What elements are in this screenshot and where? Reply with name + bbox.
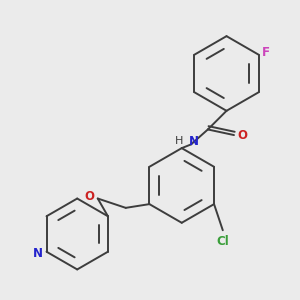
Text: H: H — [175, 136, 183, 146]
Text: N: N — [33, 247, 43, 260]
Text: O: O — [237, 129, 247, 142]
Text: F: F — [262, 46, 270, 59]
Text: O: O — [84, 190, 94, 203]
Text: N: N — [189, 135, 199, 148]
Text: Cl: Cl — [216, 235, 229, 248]
